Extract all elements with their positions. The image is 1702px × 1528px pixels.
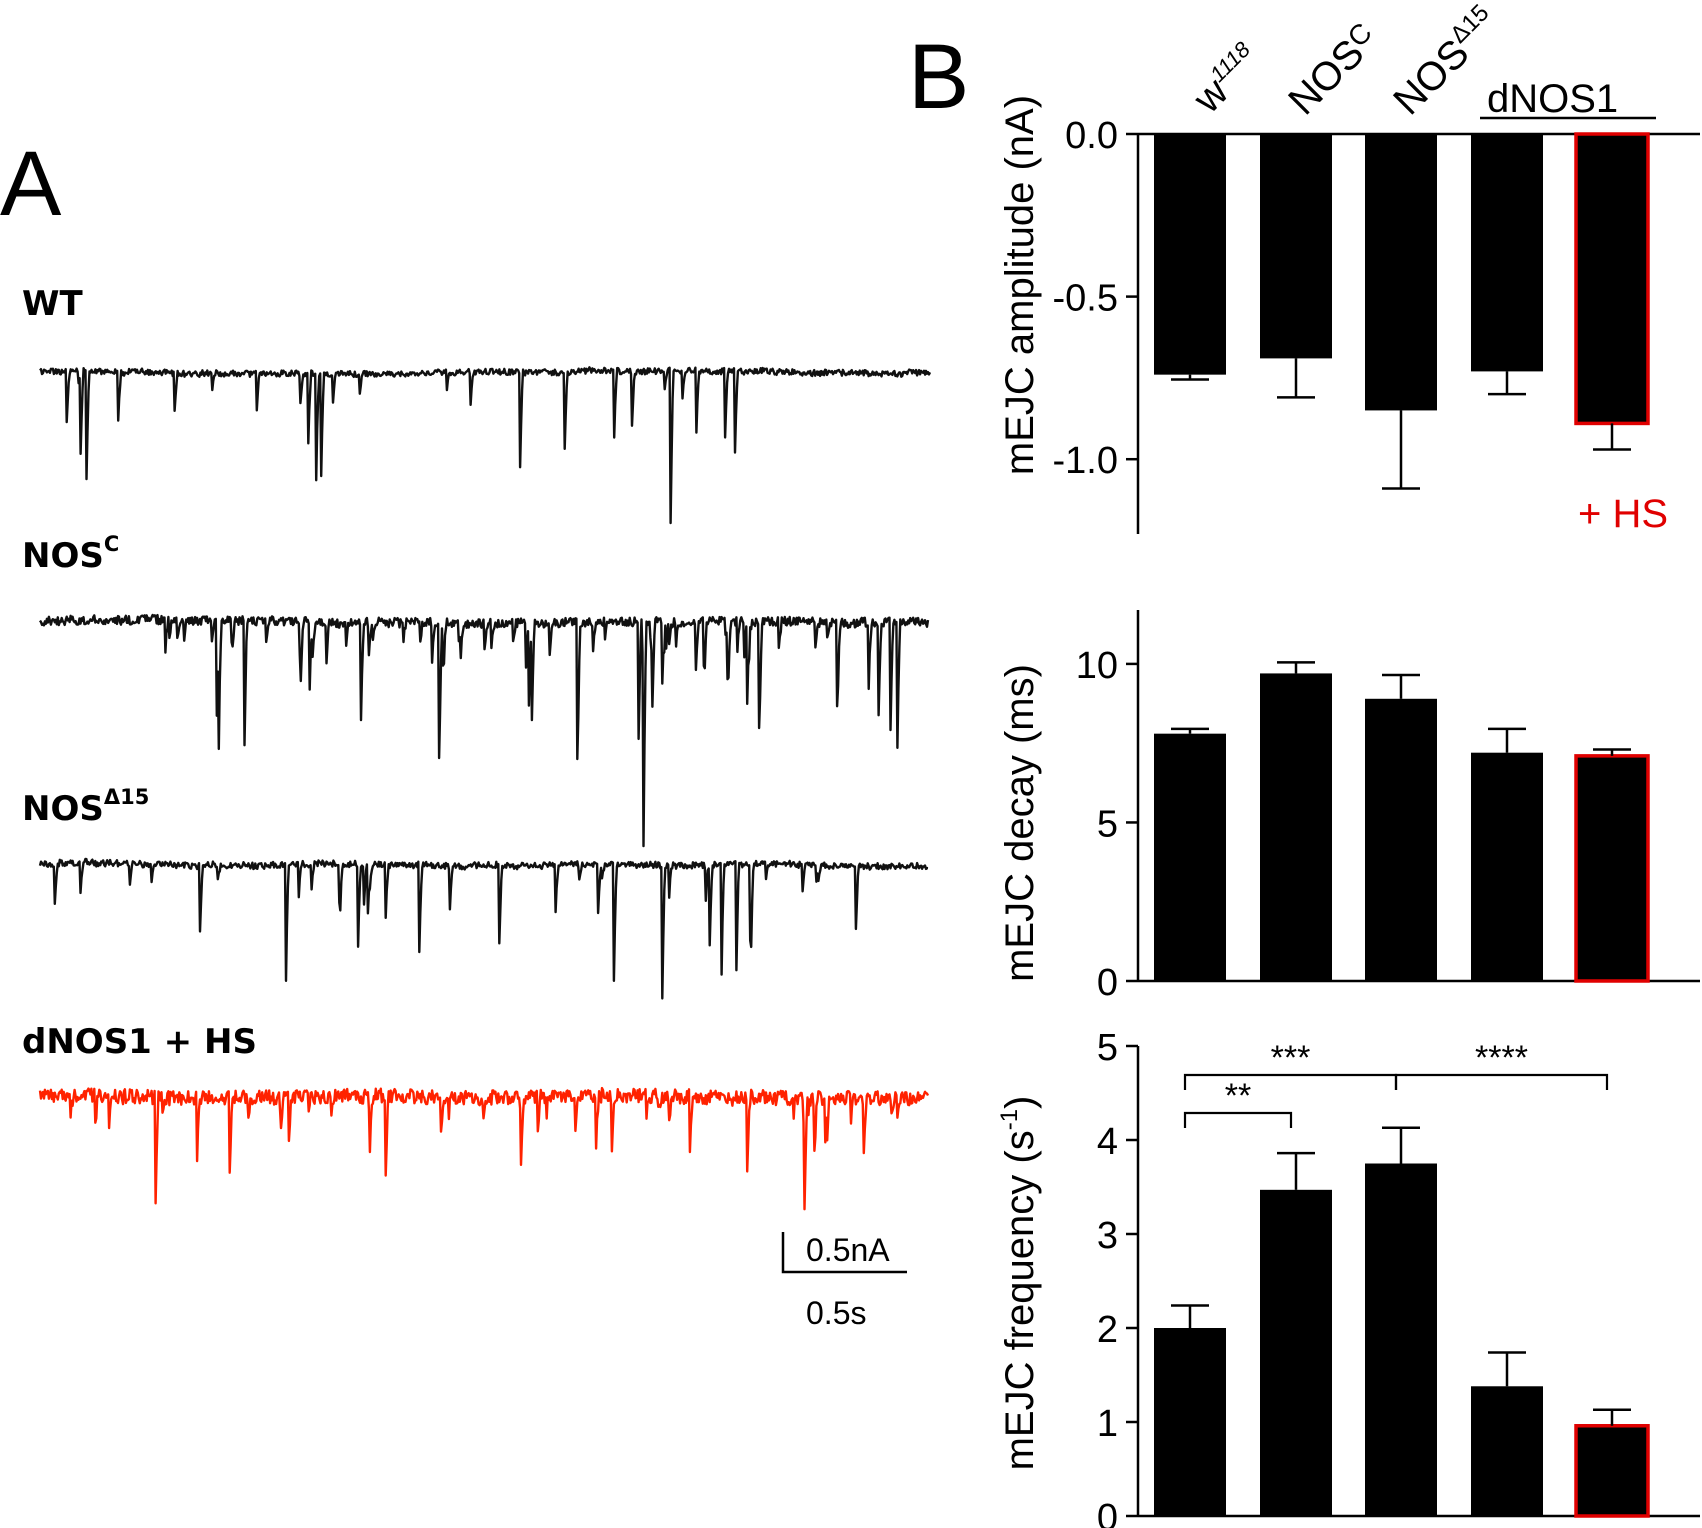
bar (1574, 132, 1650, 426)
trace-label: dNOS1 + HS (22, 1022, 257, 1062)
bar (1471, 1386, 1543, 1516)
scale-bar: 0.5nA 0.5s (781, 1232, 907, 1331)
y-tick-label: 0 (1097, 1497, 1118, 1528)
significance-label: *** (1271, 1039, 1311, 1077)
significance-label: ** (1225, 1077, 1251, 1115)
hs-label: + HS (1578, 492, 1668, 536)
bar (1365, 698, 1437, 981)
y-tick-label: 1 (1097, 1403, 1118, 1445)
trace-label-main: WT (22, 284, 84, 324)
y-tick-label: 0.0 (1065, 115, 1118, 157)
y-tick-label: -1.0 (1053, 440, 1118, 482)
significance-label: **** (1475, 1039, 1528, 1077)
trace-line (39, 613, 930, 848)
y-tick-label: 10 (1076, 645, 1118, 687)
y-axis-label: mEJC frequency (s-1) (996, 1096, 1042, 1471)
panel-b: B w1118 NOSC NOSΔ15 dNOS1 + HS 0.0 -0.5 -1… (908, 0, 1700, 1528)
bar (1574, 754, 1650, 983)
bar (1154, 733, 1226, 981)
bar (1471, 134, 1543, 372)
group-label-dnos1: dNOS1 (1487, 77, 1618, 121)
y-tick-label: 5 (1097, 1027, 1118, 1069)
scale-bar-x-label: 0.5s (806, 1295, 866, 1331)
y-tick-label: -0.5 (1053, 278, 1118, 320)
bar (1260, 1189, 1332, 1516)
bar (1154, 1328, 1226, 1516)
amplitude-chart: 0.0 -0.5 -1.0 mEJC amplitude (nA) (998, 95, 1700, 534)
trace-line (38, 1086, 930, 1211)
trace-label-sup: Δ15 (104, 785, 149, 809)
scale-bar-lines (781, 1232, 907, 1274)
trace-label-main: NOS (22, 536, 104, 576)
bar (1574, 1424, 1650, 1518)
trace-label: WT (22, 284, 84, 324)
trace-label: NOSΔ15 (22, 785, 149, 829)
y-axis-label: mEJC amplitude (nA) (998, 95, 1042, 475)
panel-a-label: A (0, 133, 62, 235)
y-axis-label-end: ) (998, 1096, 1042, 1109)
trace-line (39, 366, 932, 525)
bar (1365, 1163, 1437, 1516)
bar (1471, 752, 1543, 981)
bar (1154, 134, 1226, 375)
bar (1365, 134, 1437, 411)
y-axis-label-main: mEJC frequency (s (998, 1130, 1042, 1470)
group-label-w1118: w1118 (1184, 36, 1270, 122)
panel-b-label: B (908, 26, 969, 128)
trace-label: NOSC (22, 532, 119, 576)
y-axis-label: mEJC decay (ms) (998, 664, 1042, 982)
bar (1260, 673, 1332, 981)
y-tick-label: 3 (1097, 1215, 1118, 1257)
y-axis-label-sup: -1 (996, 1109, 1023, 1130)
significance-bracket (1183, 1073, 1398, 1090)
trace-label-sup: C (104, 532, 119, 556)
decay-chart: 0 5 10 mEJC decay (ms) (998, 610, 1700, 1004)
y-tick-label: 5 (1097, 803, 1118, 845)
trace-label-main: NOS (22, 789, 104, 829)
group-label-nosc: NOSC (1280, 17, 1387, 124)
y-tick-label: 0 (1097, 962, 1118, 1004)
y-tick-label: 2 (1097, 1309, 1118, 1351)
trace-line (38, 857, 929, 1000)
bar (1260, 134, 1332, 359)
y-tick-label: 4 (1097, 1121, 1118, 1163)
significance-bracket (1183, 1111, 1293, 1128)
group-labels: w1118 NOSC NOSΔ15 dNOS1 + HS (1184, 0, 1669, 536)
trace-label-main: dNOS1 + HS (22, 1022, 257, 1062)
significance-bracket (1394, 1073, 1609, 1090)
scale-bar-y-label: 0.5nA (806, 1232, 890, 1268)
